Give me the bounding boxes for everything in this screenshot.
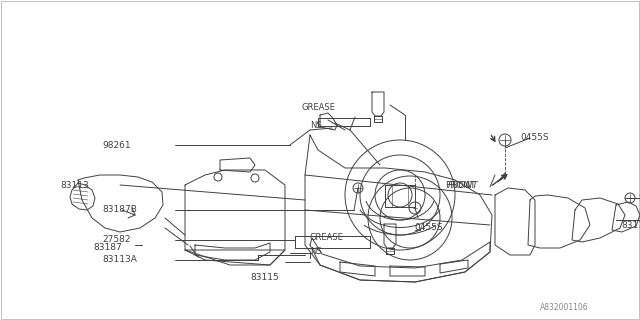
Text: 83114: 83114 <box>621 220 640 229</box>
Text: FRONT: FRONT <box>445 180 476 189</box>
Text: 0455S: 0455S <box>414 223 443 233</box>
Text: 83187B: 83187B <box>102 205 137 214</box>
Text: 27582: 27582 <box>102 236 131 244</box>
Text: 83113: 83113 <box>60 180 89 189</box>
Text: NS: NS <box>310 247 322 257</box>
Text: NS: NS <box>310 122 322 131</box>
Text: FRONT: FRONT <box>448 180 479 189</box>
Text: 98261: 98261 <box>102 140 131 149</box>
Text: 0455S: 0455S <box>520 133 548 142</box>
Text: 83115: 83115 <box>250 274 279 283</box>
Text: A832001106: A832001106 <box>540 303 589 312</box>
Text: 83187: 83187 <box>93 244 122 252</box>
Text: GREASE: GREASE <box>310 233 344 242</box>
Text: GREASE: GREASE <box>302 103 336 113</box>
Text: 93187: 93187 <box>638 194 640 203</box>
Text: 83113A: 83113A <box>102 255 137 265</box>
